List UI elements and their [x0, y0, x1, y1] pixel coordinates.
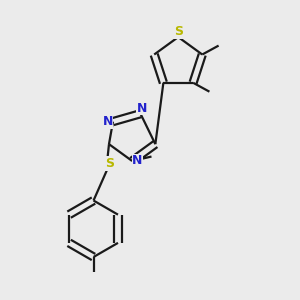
Text: N: N: [137, 102, 147, 115]
Text: S: S: [105, 157, 114, 170]
Text: N: N: [102, 115, 113, 128]
Text: N: N: [132, 154, 143, 167]
Text: S: S: [174, 25, 183, 38]
